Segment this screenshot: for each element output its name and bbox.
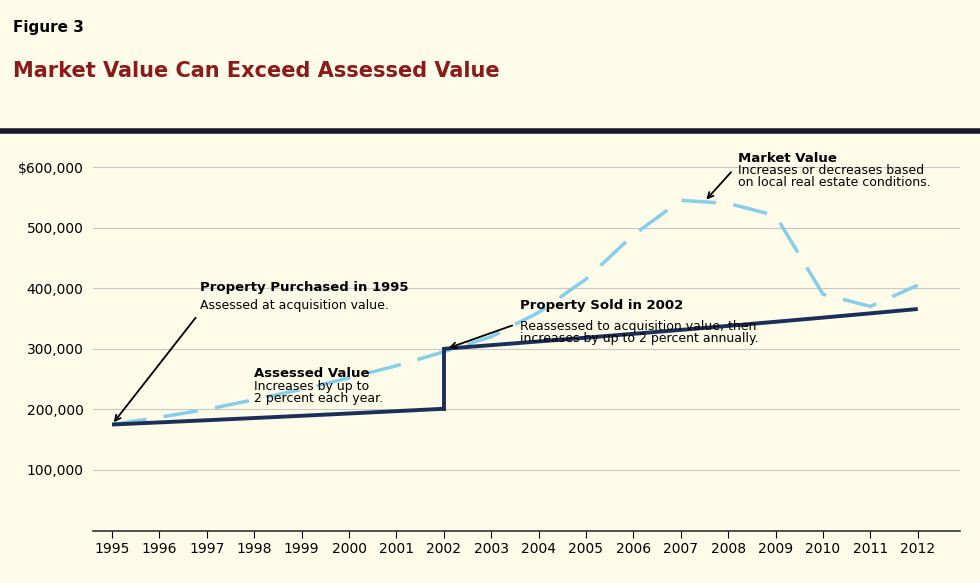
Text: Increases by up to: Increases by up to bbox=[254, 380, 369, 394]
Text: Property Purchased in 1995: Property Purchased in 1995 bbox=[200, 281, 409, 294]
Text: Reassessed to acquisition value, then: Reassessed to acquisition value, then bbox=[519, 319, 756, 333]
Text: 2 percent each year.: 2 percent each year. bbox=[254, 392, 383, 405]
Text: Increases or decreases based: Increases or decreases based bbox=[738, 164, 924, 177]
Text: Assessed Value: Assessed Value bbox=[254, 367, 369, 380]
Text: on local real estate conditions.: on local real estate conditions. bbox=[738, 176, 930, 189]
Text: Market Value: Market Value bbox=[738, 152, 837, 165]
Text: Figure 3: Figure 3 bbox=[13, 20, 83, 36]
Text: Assessed at acquisition value.: Assessed at acquisition value. bbox=[200, 298, 389, 311]
Text: increases by up to 2 percent annually.: increases by up to 2 percent annually. bbox=[519, 332, 759, 345]
Text: Property Sold in 2002: Property Sold in 2002 bbox=[519, 300, 683, 312]
Text: Market Value Can Exceed Assessed Value: Market Value Can Exceed Assessed Value bbox=[13, 61, 500, 81]
